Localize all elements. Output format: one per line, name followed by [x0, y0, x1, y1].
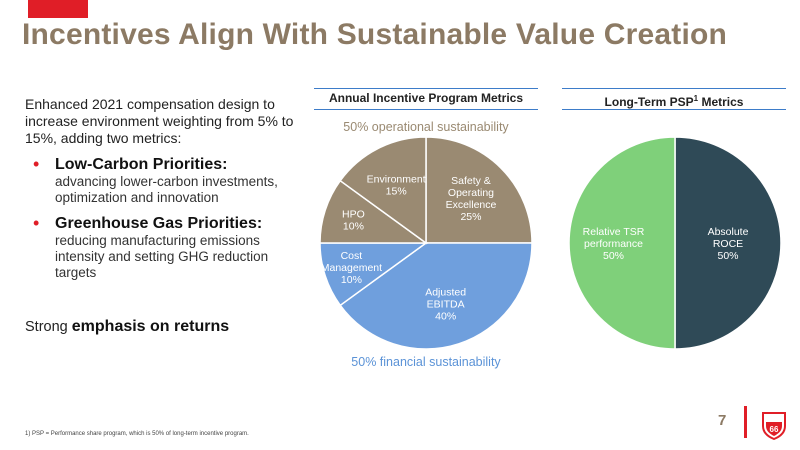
slice-label-absolute-roce: Absolute ROCE 50% — [708, 226, 749, 262]
bullet-description: reducing manufacturing emissions intensi… — [55, 233, 269, 280]
pie-slice-safety-operating-excellence — [425, 136, 533, 244]
psp-title-suffix: Metrics — [698, 95, 744, 109]
slice-label-adjusted-ebitda: Adjusted EBITDA 40% — [425, 286, 466, 322]
returns-prefix: Strong — [25, 319, 68, 335]
operational-annotation: 50% operational sustainability — [343, 120, 509, 134]
pie-slice-environment — [339, 136, 427, 245]
pie-slice-absolute-roce — [674, 136, 782, 350]
psp-chart-title: Long-Term PSP1 Metrics — [562, 88, 786, 110]
footnote: 1) PSP = Performance share program, whic… — [25, 431, 249, 437]
psp-title-footnote-mark: 1 — [693, 94, 699, 103]
bullet-low-carbon: • Low-Carbon Priorities: advancing lower… — [25, 155, 295, 206]
bullet-list: • Low-Carbon Priorities: advancing lower… — [25, 155, 295, 289]
annual-chart-title: Annual Incentive Program Metrics — [314, 88, 538, 110]
slice-label-relative-tsr-performance: Relative TSR performance 50% — [583, 226, 645, 262]
bullet-dot-icon: • — [33, 154, 40, 174]
bullet-description: advancing lower-carbon investments, opti… — [55, 174, 278, 205]
psp-title-main: Long-Term PSP — [604, 95, 694, 109]
bullet-ghg: • Greenhouse Gas Priorities: reducing ma… — [25, 214, 295, 281]
phillips66-shield-icon: 66 — [762, 412, 786, 440]
slice-label-environment: Environment 15% — [367, 173, 426, 197]
pie-slice-relative-tsr-performance — [568, 136, 676, 350]
returns-statement: Strong emphasis on returns — [25, 318, 229, 336]
bullet-heading: Greenhouse Gas Priorities: — [55, 215, 263, 232]
returns-emphasis: emphasis on returns — [71, 318, 230, 335]
page-divider — [744, 406, 747, 438]
top-accent-bar — [28, 0, 88, 18]
intro-text: Enhanced 2021 compensation design to inc… — [25, 96, 294, 146]
page-number: 7 — [718, 412, 727, 429]
financial-annotation: 50% financial sustainability — [351, 355, 501, 369]
pie-slice-adjusted-ebitda — [339, 242, 533, 350]
bullet-dot-icon: • — [33, 213, 40, 233]
page-title: Incentives Align With Sustainable Value … — [22, 18, 728, 51]
annual-incentive-pie: Safety & Operating Excellence 25% Adjusted EB… — [319, 136, 533, 350]
slice-label-hpo: HPO 10% — [342, 208, 365, 232]
logo-text: 66 — [770, 425, 779, 434]
slice-label-cost-management: Cost Management 10% — [321, 250, 382, 286]
bullet-heading: Low-Carbon Priorities: — [55, 156, 228, 173]
slice-label-safety-operating-excellence: Safety & Operating Excellence 25% — [446, 175, 497, 223]
psp-pie: Absolute ROCE 50% Relative TSR performance 50… — [568, 136, 782, 350]
